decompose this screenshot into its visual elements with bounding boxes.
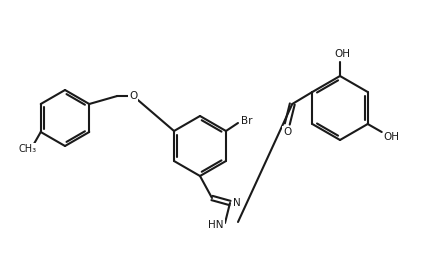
Text: Br: Br [241, 116, 253, 126]
Text: CH₃: CH₃ [19, 144, 37, 154]
Text: OH: OH [384, 132, 400, 142]
Text: OH: OH [334, 49, 350, 59]
Text: O: O [283, 127, 291, 137]
Text: N: N [233, 198, 241, 208]
Text: O: O [129, 91, 137, 101]
Text: HN: HN [208, 220, 224, 230]
